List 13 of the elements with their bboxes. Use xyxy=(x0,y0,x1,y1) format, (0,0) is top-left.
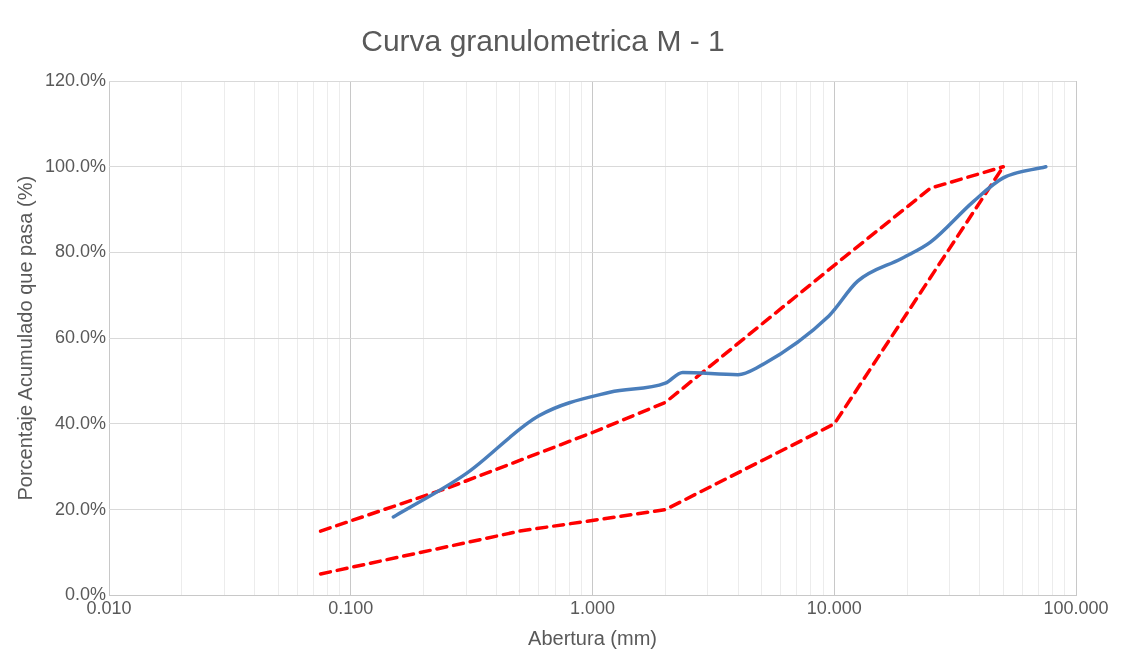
chart-title: Curva granulometrica M - 1 xyxy=(361,24,725,58)
x-axis-title: Abertura (mm) xyxy=(528,626,657,649)
y-tick-label: 20.0% xyxy=(55,498,107,519)
y-tick-label: 100.0% xyxy=(44,155,107,176)
x-tick-label: 0.100 xyxy=(328,598,374,619)
y-tick-label: 120.0% xyxy=(44,69,107,90)
y-axis-title: Porcentaje Acumulado que pasa (%) xyxy=(13,175,36,501)
x-tick-label: 100.000 xyxy=(1043,598,1109,619)
y-tick-label: 80.0% xyxy=(55,241,107,262)
y-tick-label: 40.0% xyxy=(55,412,107,433)
y-tick-label: 60.0% xyxy=(55,327,107,348)
x-tick-label: 10.000 xyxy=(806,598,862,619)
x-tick-label: 1.000 xyxy=(570,598,616,619)
